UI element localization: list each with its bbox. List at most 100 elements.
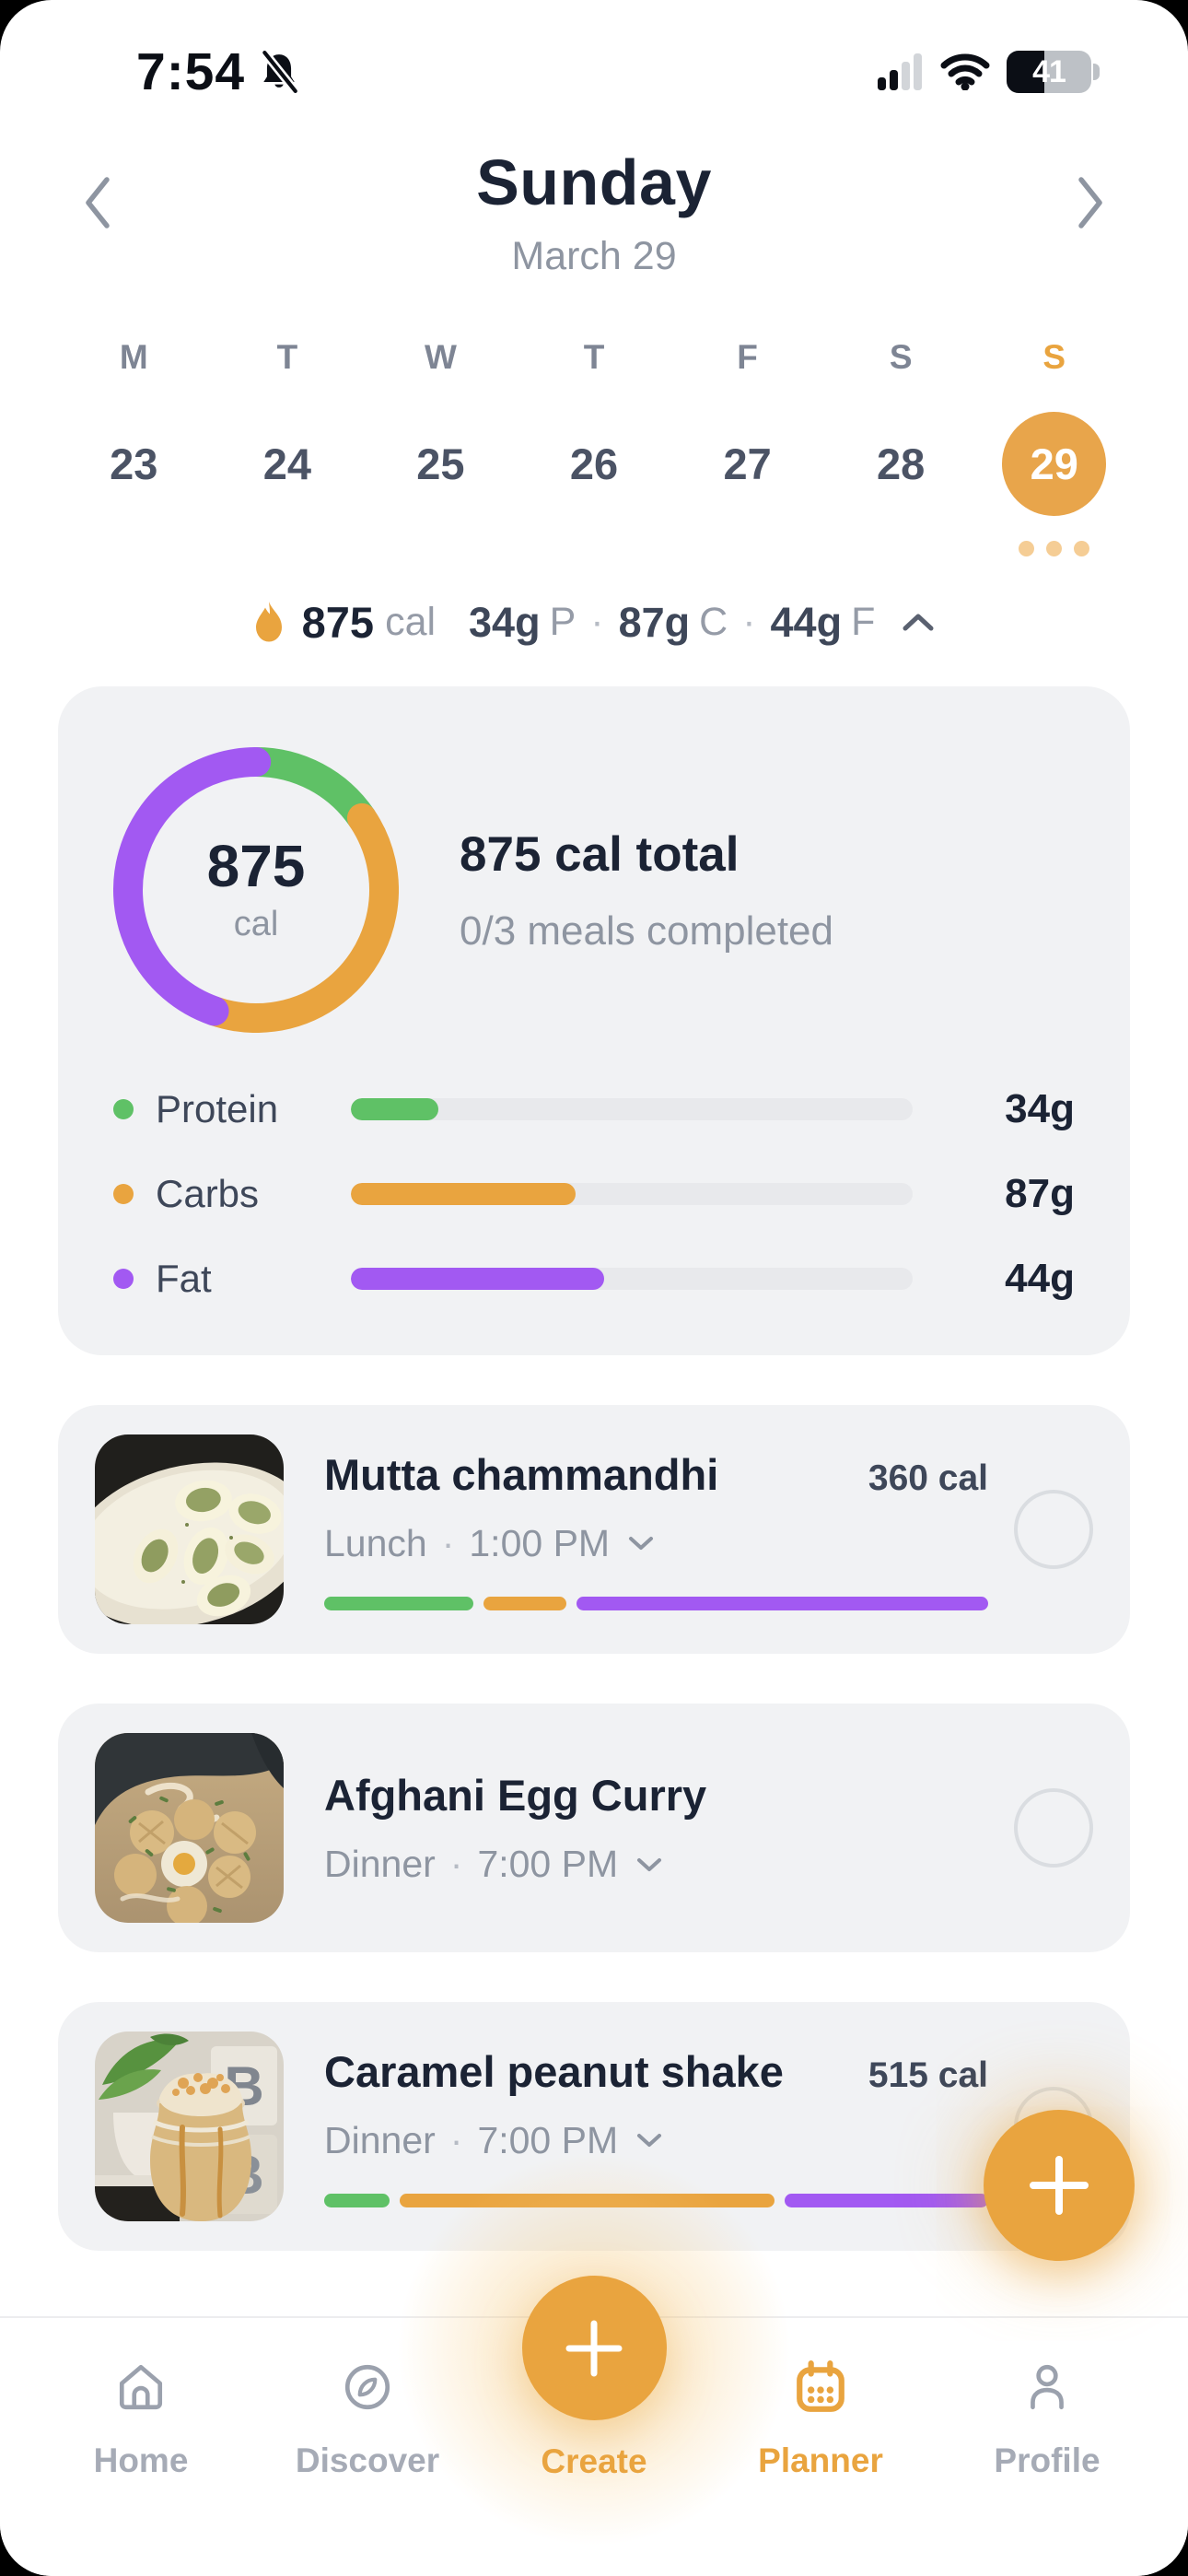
meal-type: Dinner	[324, 2118, 436, 2161]
summary-calories-unit: cal	[385, 600, 437, 644]
meal-complete-checkbox[interactable]	[1014, 1490, 1093, 1569]
chevron-down-icon[interactable]	[626, 1534, 656, 1552]
plus-icon	[1024, 2150, 1094, 2220]
chevron-down-icon[interactable]	[635, 2131, 664, 2149]
status-time: 7:54	[136, 42, 246, 101]
meal-type: Dinner	[324, 1843, 436, 1885]
meal-card-caramel-peanut-shake[interactable]: B B	[58, 2002, 1130, 2251]
nav-item-home[interactable]: Home	[28, 2316, 254, 2576]
bottom-navigation: Home Discover Create	[0, 2151, 1188, 2576]
week-day-fri[interactable]: F 27	[670, 338, 824, 516]
page-subtitle: March 29	[511, 234, 677, 278]
week-day-number: 25	[416, 439, 465, 488]
macro-value: 34g	[1005, 1086, 1075, 1131]
meal-card-mutta-chammandhi[interactable]: Mutta chammandhi 360 cal Lunch · 1:00 PM	[58, 1405, 1130, 1654]
week-day-mon[interactable]: M 23	[57, 338, 211, 516]
plus-icon	[562, 2316, 626, 2381]
protein-progress-fill	[351, 1098, 438, 1120]
summary-protein-label: P	[549, 600, 577, 644]
date-header: Sunday March 29	[0, 146, 1188, 279]
meal-calories: 515 cal	[868, 2055, 988, 2095]
week-day-letter: T	[583, 338, 605, 376]
status-bar: 7:54	[0, 0, 1188, 101]
week-day-sun-selected[interactable]: S 29	[977, 338, 1131, 556]
donut-calories: 875	[206, 832, 306, 899]
meal-title: Caramel peanut shake	[324, 2046, 784, 2096]
create-button-circle	[521, 2276, 667, 2420]
macro-label: Protein	[156, 1087, 279, 1130]
summary-protein-value: 34g	[469, 598, 541, 646]
meal-time: 7:00 PM	[477, 2118, 619, 2161]
next-day-button[interactable]	[1054, 166, 1127, 240]
macro-row-protein: Protein 34g	[113, 1086, 1075, 1132]
meal-complete-checkbox[interactable]	[1014, 1788, 1093, 1868]
fat-progress-track	[351, 1268, 913, 1290]
wifi-icon	[940, 53, 990, 90]
carbs-segment	[483, 1596, 567, 1610]
week-day-wed[interactable]: W 25	[364, 338, 518, 516]
nav-label: Planner	[758, 2441, 883, 2479]
summary-fat-value: 44g	[770, 598, 843, 646]
protein-dot	[113, 1099, 134, 1119]
add-meal-fab[interactable]	[984, 2110, 1135, 2261]
person-icon	[1020, 2360, 1074, 2414]
macro-label: Fat	[156, 1257, 212, 1300]
week-day-letter: S	[1042, 338, 1066, 376]
protein-segment	[324, 2193, 390, 2207]
macro-row-fat: Fat 44g	[113, 1256, 1075, 1302]
meal-type: Lunch	[324, 1521, 427, 1564]
separator-dot: ·	[742, 600, 756, 644]
donut-calories-unit: cal	[233, 904, 279, 943]
week-day-letter: F	[737, 338, 758, 376]
macro-value: 87g	[1005, 1171, 1075, 1216]
meal-macro-bar	[324, 2193, 988, 2207]
week-day-letter: M	[119, 338, 148, 376]
bell-slash-icon	[258, 51, 300, 93]
chevron-right-icon	[1073, 174, 1108, 231]
home-icon	[114, 2360, 168, 2414]
chevron-down-icon[interactable]	[635, 1856, 664, 1874]
meal-time: 7:00 PM	[477, 1843, 619, 1885]
nav-item-discover[interactable]: Discover	[254, 2316, 481, 2576]
chevron-up-icon[interactable]	[899, 611, 938, 635]
nav-label: Create	[541, 2442, 647, 2480]
meal-card-afghani-egg-curry[interactable]: Afghani Egg Curry Dinner · 7:00 PM	[58, 1704, 1130, 1952]
week-day-number: 27	[723, 439, 772, 488]
carbs-segment	[400, 2193, 775, 2207]
nav-item-planner[interactable]: Planner	[707, 2316, 934, 2576]
previous-day-button[interactable]	[61, 166, 134, 240]
separator-dot: ·	[441, 1521, 455, 1564]
nav-item-profile[interactable]: Profile	[934, 2316, 1160, 2576]
meal-title: Afghani Egg Curry	[324, 1771, 707, 1820]
week-strip: M 23 T 24 W 25 T 26 F 27 S 28 S 29	[0, 338, 1188, 556]
separator-dot: ·	[449, 2118, 463, 2161]
week-day-thu[interactable]: T 26	[518, 338, 671, 516]
macro-value: 44g	[1005, 1256, 1075, 1301]
calendar-icon	[793, 2360, 848, 2414]
carbs-progress-fill	[351, 1183, 576, 1205]
meal-title: Mutta chammandhi	[324, 1449, 719, 1499]
separator-dot: ·	[590, 600, 604, 644]
meal-photo-egg-chutney	[95, 1434, 284, 1624]
macro-breakdown: Protein 34g Carbs 87g Fat 4	[113, 1086, 1075, 1302]
donut-chart: 875 cal	[113, 747, 399, 1033]
carbs-dot	[113, 1184, 134, 1204]
nav-item-create[interactable]: Create	[481, 2276, 707, 2576]
week-day-number: 28	[877, 439, 926, 488]
battery-fill	[1007, 51, 1045, 93]
compass-icon	[341, 2360, 394, 2414]
daily-summary-bar: 875 cal 34g P · 87g C · 44g F	[0, 597, 1188, 648]
page-title: Sunday	[476, 146, 712, 218]
protein-progress-track	[351, 1098, 913, 1120]
week-day-number: 26	[569, 439, 619, 488]
chevron-left-icon	[80, 174, 115, 231]
cellular-signal-icon	[876, 52, 924, 92]
macro-label: Carbs	[156, 1172, 260, 1215]
week-day-number: 24	[262, 439, 311, 488]
summary-carbs-label: C	[699, 600, 728, 644]
meal-macro-bar	[324, 1596, 988, 1610]
week-day-sat[interactable]: S 28	[824, 338, 978, 516]
week-day-letter: T	[276, 338, 298, 376]
week-day-tue[interactable]: T 24	[211, 338, 365, 516]
